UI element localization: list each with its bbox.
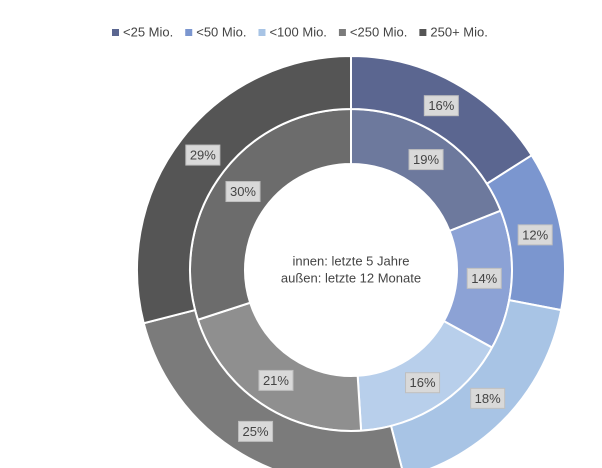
data-label-text: 30% (230, 184, 256, 199)
legend-swatch (185, 29, 193, 36)
data-label-text: 12% (522, 227, 548, 242)
legend-item: 250+ Mio. (419, 24, 488, 39)
data-label-text: 19% (413, 152, 439, 167)
legend-item: <50 Mio. (185, 24, 246, 39)
center-note: innen: letzte 5 Jahre (292, 253, 409, 268)
data-label-text: 21% (263, 373, 289, 388)
data-label: 12% (517, 224, 553, 246)
data-label-box (423, 95, 459, 117)
data-label-box (185, 144, 221, 166)
data-label-box (408, 149, 444, 171)
legend-item: <100 Mio. (258, 24, 327, 39)
data-label: 14% (466, 267, 502, 289)
legend-swatch (419, 29, 427, 36)
data-label: 18% (470, 387, 506, 409)
donut-segment (389, 298, 563, 468)
data-label: 29% (185, 144, 221, 166)
data-label-text: 18% (475, 391, 501, 406)
legend-label: <25 Mio. (123, 24, 173, 39)
data-label: 21% (258, 369, 294, 391)
data-label-box (258, 369, 294, 391)
data-label-box (470, 387, 506, 409)
legend-label: <50 Mio. (196, 24, 246, 39)
data-label: 19% (408, 149, 444, 171)
data-label-box (405, 372, 441, 394)
data-label-text: 16% (428, 98, 454, 113)
legend-swatch (258, 29, 266, 36)
legend-label: <100 Mio. (269, 24, 326, 39)
data-label-text: 14% (471, 271, 497, 286)
data-label-text: 25% (243, 424, 269, 439)
data-label-box (225, 181, 261, 203)
data-label: 16% (423, 95, 459, 117)
legend-item: <250 Mio. (338, 24, 407, 39)
legend-label: 250+ Mio. (430, 24, 487, 39)
legend-label: <250 Mio. (350, 24, 407, 39)
center-note: außen: letzte 12 Monate (281, 270, 421, 285)
donut-segment (136, 54, 352, 325)
legend-item: <25 Mio. (112, 24, 173, 39)
legend-swatch (112, 29, 119, 36)
data-label-box (238, 420, 274, 442)
data-label: 16% (405, 372, 441, 394)
legend-swatch (338, 29, 346, 36)
data-label-box (517, 224, 553, 246)
data-label: 25% (238, 420, 274, 442)
data-label-text: 29% (190, 148, 216, 163)
data-label-box (466, 267, 502, 289)
data-label-text: 16% (410, 375, 436, 390)
data-label: 30% (225, 181, 261, 203)
